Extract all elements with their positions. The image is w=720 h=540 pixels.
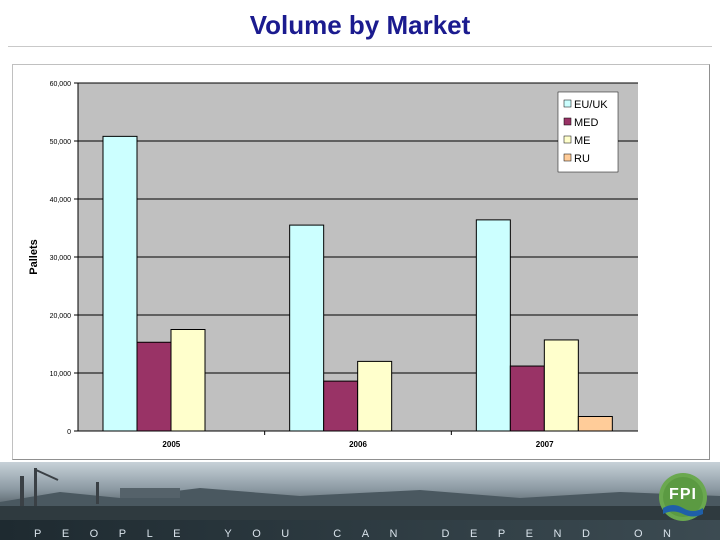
bar-me-2006 bbox=[357, 360, 393, 432]
tagline: PEOPLE YOU CAN DEPEND ON bbox=[34, 528, 692, 540]
legend-swatch bbox=[563, 117, 572, 126]
legend-label: EU/UK bbox=[574, 99, 608, 111]
y-tick-label: 50,000 bbox=[50, 139, 72, 146]
bar-eu-uk-2006 bbox=[289, 224, 325, 432]
y-tick-label: 40,000 bbox=[50, 197, 72, 204]
y-tick-label: 10,000 bbox=[50, 371, 72, 378]
bar-me-2005 bbox=[170, 329, 206, 432]
footer-banner: PEOPLE YOU CAN DEPEND ON FPI bbox=[0, 462, 720, 540]
legend-label: RU bbox=[574, 153, 590, 165]
bar-med-2005 bbox=[136, 341, 172, 432]
x-tick-label: 2007 bbox=[536, 440, 554, 449]
y-tick-label: 60,000 bbox=[50, 81, 72, 88]
chart-legend: EU/UK MED ME RU bbox=[557, 91, 619, 173]
y-tick-label: 30,000 bbox=[50, 255, 72, 262]
company-logo: FPI bbox=[658, 472, 708, 522]
harbor-photo bbox=[0, 462, 720, 540]
bar-ru-2007 bbox=[577, 416, 613, 432]
legend-swatch bbox=[563, 99, 572, 108]
y-tick-label: 20,000 bbox=[50, 313, 72, 320]
slide-title: Volume by Market bbox=[249, 10, 471, 40]
x-tick-label: 2006 bbox=[349, 440, 367, 449]
bar-eu-uk-2007 bbox=[475, 219, 511, 432]
legend-swatch bbox=[563, 153, 572, 162]
logo-text: FPI bbox=[669, 486, 697, 503]
bar-med-2007 bbox=[509, 365, 545, 432]
legend-swatch bbox=[563, 135, 572, 144]
y-tick-label: 0 bbox=[67, 429, 71, 436]
title-divider bbox=[8, 46, 712, 47]
legend-label: ME bbox=[574, 135, 591, 147]
bar-med-2006 bbox=[323, 380, 359, 432]
x-tick-label: 2005 bbox=[162, 440, 180, 449]
chart-container: 0 10,000 20,000 30,000 40,000 50,000 60,000 200… bbox=[12, 64, 710, 460]
y-axis-label: Pallets bbox=[28, 239, 40, 274]
legend-label: MED bbox=[574, 117, 599, 129]
bar-chart: 0 10,000 20,000 30,000 40,000 50,000 60,000 200… bbox=[28, 81, 638, 449]
bar-eu-uk-2005 bbox=[102, 135, 138, 432]
bar-me-2007 bbox=[543, 339, 579, 432]
